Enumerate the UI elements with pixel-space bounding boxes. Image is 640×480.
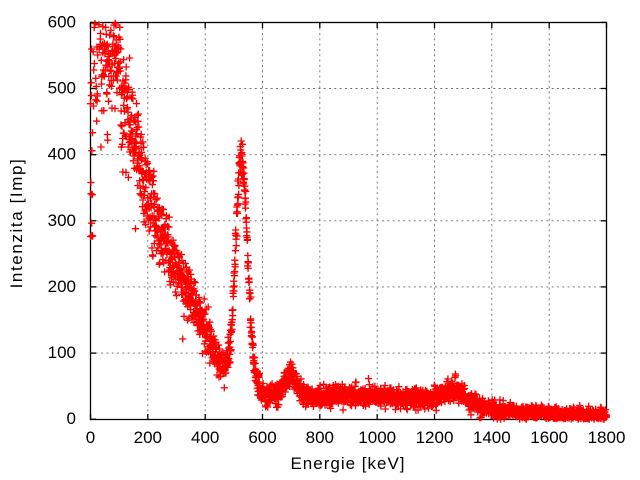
svg-text:1600: 1600 (530, 428, 568, 447)
svg-text:1200: 1200 (416, 428, 454, 447)
svg-text:300: 300 (48, 211, 76, 230)
svg-text:200: 200 (134, 428, 162, 447)
svg-text:400: 400 (48, 145, 76, 164)
svg-text:Energie [keV]: Energie [keV] (290, 454, 405, 473)
svg-text:200: 200 (48, 277, 76, 296)
svg-text:800: 800 (306, 428, 334, 447)
svg-text:600: 600 (48, 12, 76, 31)
svg-text:1800: 1800 (588, 428, 626, 447)
svg-text:600: 600 (248, 428, 276, 447)
svg-text:Intenzita [Imp]: Intenzita [Imp] (7, 158, 26, 289)
svg-text:0: 0 (86, 428, 95, 447)
svg-text:0: 0 (67, 409, 76, 428)
svg-text:1400: 1400 (473, 428, 511, 447)
svg-text:400: 400 (191, 428, 219, 447)
svg-text:1000: 1000 (358, 428, 396, 447)
svg-text:100: 100 (48, 343, 76, 362)
svg-text:500: 500 (48, 79, 76, 98)
